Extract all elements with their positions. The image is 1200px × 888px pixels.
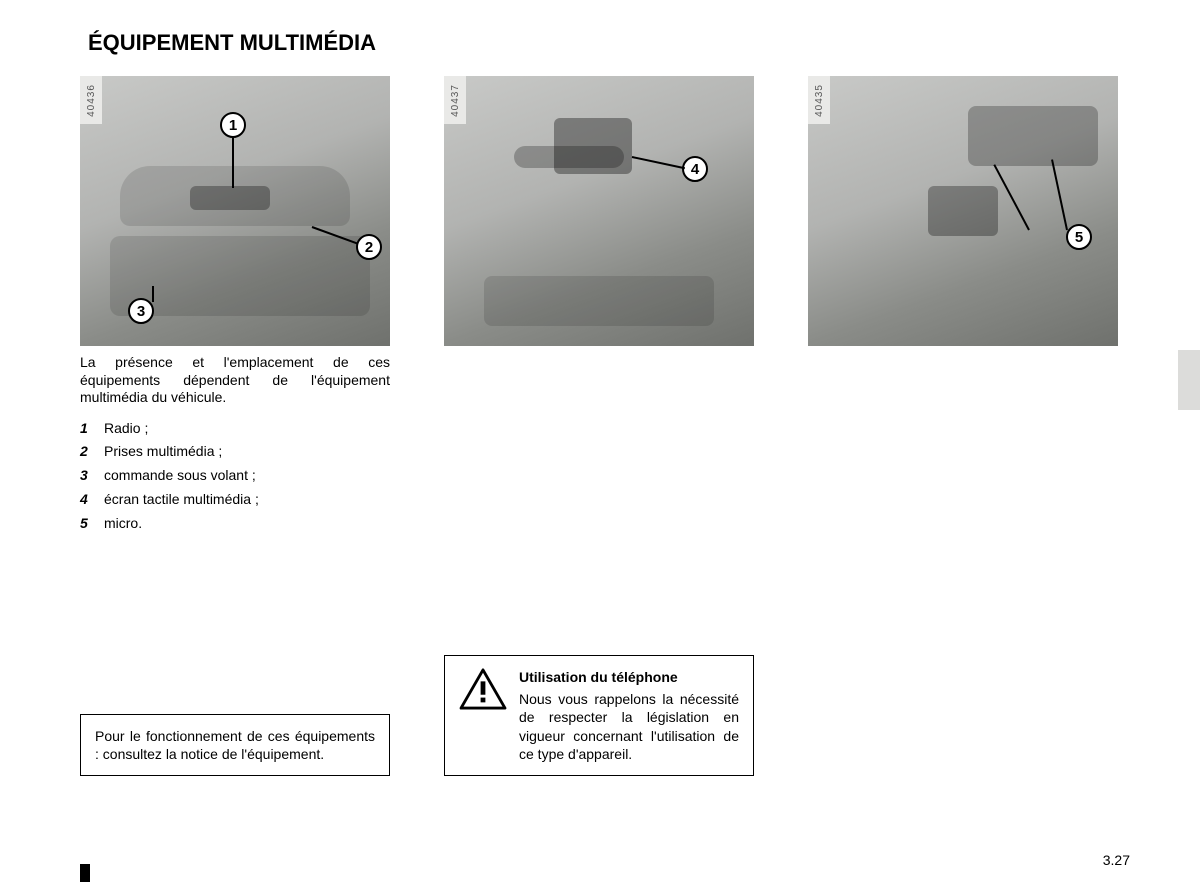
column-3: 40435 5 [808,76,1140,776]
list-num: 3 [80,464,104,488]
warning-text: Utilisation du téléphone Nous vous rappe… [519,668,739,763]
callout-2: 2 [356,234,382,260]
list-text: écran tactile multimédia ; [104,488,259,512]
list-text: Prises multimédia ; [104,440,222,464]
list-num: 1 [80,417,104,441]
warning-box-phone: Utilisation du téléphone Nous vous rappe… [444,655,754,776]
list-text: micro. [104,512,142,536]
list-text: Radio ; [104,417,148,441]
photo-id-tag: 40437 [444,76,466,124]
note-text: Pour le fonctionnement de ces équipement… [95,728,375,762]
warning-body: Nous vous rappelons la nécessité de resp… [519,690,739,763]
photo-overhead: 40435 5 [808,76,1118,346]
intro-text: La présence et l'emplacement de ces équi… [80,354,390,407]
callout-5: 5 [1066,224,1092,250]
callout-1: 1 [220,112,246,138]
list-item: 5 micro. [80,512,390,536]
photo-id-tag: 40435 [808,76,830,124]
column-2: 40437 4 Utilisation du téléphone [444,76,776,776]
manual-page: ÉQUIPEMENT MULTIMÉDIA 40436 1 2 3 La p [0,0,1200,888]
list-num: 5 [80,512,104,536]
section-tab [1178,350,1200,410]
photo-id-3: 40435 [814,84,825,117]
callout-4: 4 [682,156,708,182]
equipment-list: 1 Radio ; 2 Prises multimédia ; 3 comman… [80,417,390,536]
list-num: 2 [80,440,104,464]
column-1: 40436 1 2 3 La présence et l'emplacement… [80,76,412,776]
photo-dashboard: 40436 1 2 3 [80,76,390,346]
list-item: 4 écran tactile multimédia ; [80,488,390,512]
list-item: 1 Radio ; [80,417,390,441]
photo-id-1: 40436 [86,84,97,117]
page-title: ÉQUIPEMENT MULTIMÉDIA [88,30,1140,56]
warning-heading: Utilisation du téléphone [519,668,739,686]
columns: 40436 1 2 3 La présence et l'emplacement… [80,76,1140,776]
photo-id-2: 40437 [450,84,461,117]
list-item: 3 commande sous volant ; [80,464,390,488]
photo-id-tag: 40436 [80,76,102,124]
photo-screen: 40437 4 [444,76,754,346]
callout-3: 3 [128,298,154,324]
list-text: commande sous volant ; [104,464,256,488]
warning-icon [459,668,507,710]
page-number: 3.27 [1103,852,1130,868]
list-num: 4 [80,488,104,512]
footer-mark [80,864,90,882]
list-item: 2 Prises multimédia ; [80,440,390,464]
note-box-operation: Pour le fonctionnement de ces équipement… [80,714,390,776]
